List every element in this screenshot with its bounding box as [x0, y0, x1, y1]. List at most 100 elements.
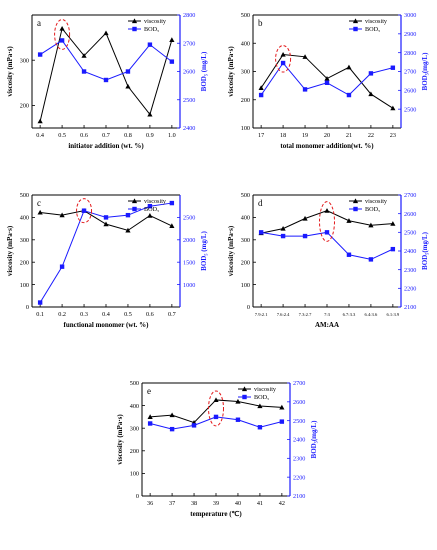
y2-tick-label: 2500 — [404, 106, 416, 113]
y2-tick-label: 2600 — [404, 211, 416, 218]
x-tick-label: 0.6 — [146, 311, 154, 318]
data-point-0 — [279, 404, 285, 410]
data-point-1 — [125, 69, 131, 74]
y2-tick-label: 2800 — [404, 50, 416, 57]
x-tick-label: 18 — [280, 132, 286, 139]
y-tick-label: 100 — [241, 282, 250, 289]
y-axis-title: viscosity (mPa·s) — [6, 225, 14, 276]
optimum-highlight-ellipse — [208, 390, 224, 427]
optimum-highlight-ellipse — [319, 201, 335, 242]
y-tick-label: 300 — [20, 57, 29, 64]
data-point-0 — [59, 25, 65, 31]
y-tick-label: 300 — [241, 237, 250, 244]
data-point-0 — [213, 397, 219, 403]
legend-label: viscosity — [144, 198, 167, 205]
panel-letter: c — [37, 198, 41, 208]
data-point-0 — [37, 118, 43, 124]
y-tick-label: 100 — [241, 125, 250, 132]
data-point-1 — [258, 92, 264, 98]
legend-marker — [353, 26, 358, 32]
chart-panel-d: 7.9:2.1 7.6:2.4 7.3:2.7 7:3 6.7:3.3 6.4:3.6 6.… — [227, 192, 429, 329]
data-point-0 — [346, 218, 352, 223]
y2-tick-label: 2700 — [404, 192, 416, 199]
data-point-1 — [280, 60, 286, 66]
data-point-1 — [257, 425, 263, 430]
y2-tick-label: 2800 — [183, 12, 195, 19]
x-tick-label: 0.9 — [146, 132, 154, 139]
legend-label: BOD₅ — [365, 26, 380, 33]
x-tick-label: 36 — [147, 500, 153, 507]
data-point-0 — [147, 111, 153, 117]
data-point-0 — [302, 215, 308, 221]
x-tick-label: 0.5 — [58, 132, 66, 139]
data-point-0 — [125, 227, 131, 233]
panel-letter: d — [258, 198, 263, 208]
y-axis-title: viscosity (mPa·s) — [227, 46, 235, 97]
y-tick-label: 500 — [20, 192, 29, 199]
data-point-1 — [147, 204, 153, 209]
data-point-0 — [103, 30, 109, 36]
y2-tick-label: 2600 — [404, 88, 416, 95]
data-point-1 — [59, 264, 65, 269]
series-line-0 — [150, 399, 282, 424]
data-point-1 — [169, 59, 175, 64]
y2-tick-label: 1000 — [183, 282, 195, 289]
series-line-0 — [40, 210, 173, 231]
legend-marker — [241, 386, 248, 392]
optimum-highlight-ellipse — [275, 45, 292, 73]
x-axis-title: functional monomer (wt. %) — [63, 321, 149, 329]
x-tick-label: 39 — [213, 500, 219, 507]
x-tick-label: 0.8 — [124, 132, 132, 139]
data-point-1 — [302, 87, 308, 92]
x-tick-label: 1.0 — [168, 132, 176, 139]
legend-label: BOD₅ — [144, 26, 159, 33]
legend-marker — [132, 26, 137, 32]
data-point-0 — [147, 213, 153, 218]
data-point-1 — [37, 300, 43, 305]
y2-tick-label: 2200 — [404, 286, 416, 293]
panel-letter: b — [258, 18, 263, 28]
legend-label: BOD₅ — [254, 394, 269, 401]
y2-tick-label: 2500 — [183, 97, 195, 104]
y2-tick-label: 2500 — [404, 230, 416, 237]
y-tick-label: 0 — [26, 304, 29, 311]
y-tick-label: 100 — [130, 471, 139, 478]
data-point-1 — [81, 208, 87, 213]
data-point-0 — [103, 221, 109, 227]
x-tick-label: 21 — [346, 132, 352, 139]
y-tick-label: 400 — [241, 40, 250, 47]
x-tick-label: 37 — [169, 500, 175, 507]
y2-tick-label: 2600 — [183, 69, 195, 76]
x-tick-label: 22 — [368, 132, 374, 139]
y-tick-label: 0 — [247, 304, 250, 311]
data-point-0 — [147, 414, 153, 419]
y-tick-label: 0 — [136, 493, 139, 500]
y2-tick-label: 2400 — [293, 437, 305, 444]
data-point-1 — [37, 52, 43, 57]
y2-tick-label: 2200 — [293, 474, 305, 481]
data-point-0 — [368, 91, 374, 97]
legend-label: viscosity — [144, 18, 167, 25]
optimum-highlight-ellipse — [76, 198, 93, 224]
y-tick-label: 300 — [241, 69, 250, 76]
y2-tick-label: 1500 — [183, 259, 195, 266]
legend-marker — [352, 18, 359, 24]
panel-letter: e — [147, 386, 151, 396]
series-line-0 — [261, 210, 393, 234]
optimum-highlight-ellipse — [54, 19, 71, 50]
x-tick-label: 0.6 — [80, 132, 88, 139]
data-point-1 — [59, 38, 65, 43]
x-tick-label: 7.3:2.7 — [299, 312, 312, 317]
x-tick-label: 17 — [258, 132, 264, 139]
x-tick-label: 7.6:2.4 — [277, 312, 290, 317]
data-point-0 — [37, 209, 43, 215]
y2-tick-label: 2900 — [404, 31, 416, 38]
data-point-0 — [390, 221, 396, 226]
data-point-0 — [390, 105, 396, 111]
data-point-1 — [235, 417, 241, 422]
y-tick-label: 200 — [20, 259, 29, 266]
data-point-0 — [81, 53, 87, 58]
legend-marker — [132, 206, 137, 212]
data-point-1 — [346, 252, 352, 257]
y-axis-title: viscosity (mPa·s) — [227, 225, 235, 276]
